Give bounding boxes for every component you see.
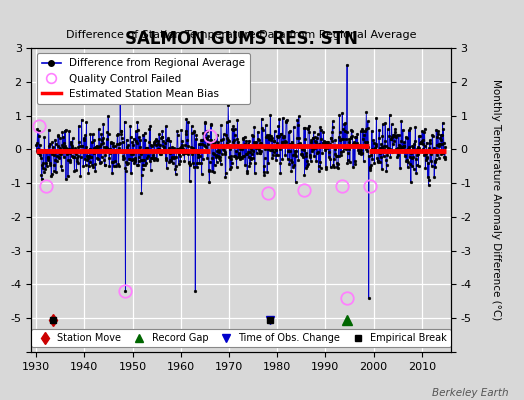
Title: SALMON GUMS RES. STN: SALMON GUMS RES. STN [125,30,357,48]
Legend: Station Move, Record Gap, Time of Obs. Change, Empirical Break: Station Move, Record Gap, Time of Obs. C… [31,329,451,347]
Text: Difference of Station Temperature Data from Regional Average: Difference of Station Temperature Data f… [66,30,416,40]
Text: Berkeley Earth: Berkeley Earth [432,388,508,398]
Y-axis label: Monthly Temperature Anomaly Difference (°C): Monthly Temperature Anomaly Difference (… [491,79,501,321]
